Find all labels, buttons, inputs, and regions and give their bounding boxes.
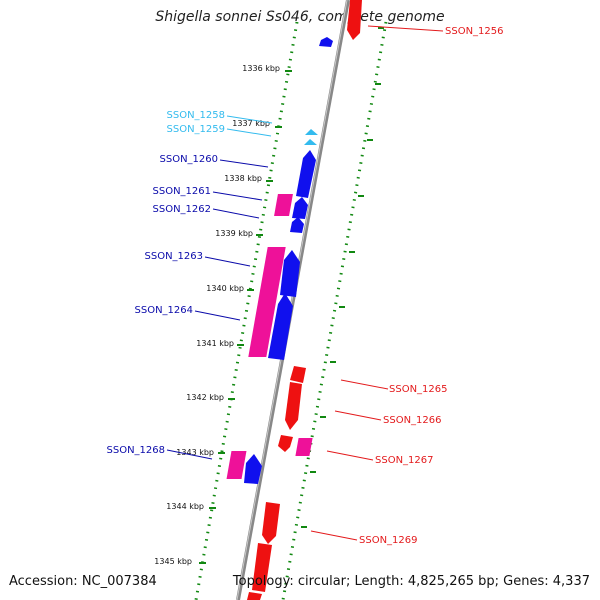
reverse-cds-arrow[interactable] (262, 502, 280, 544)
backbone (236, 0, 350, 600)
feature-label[interactable]: SSON_1267 (375, 455, 434, 466)
feature-label[interactable]: SSON_1264 (135, 305, 194, 316)
gene-block[interactable] (295, 438, 313, 456)
gene-block[interactable] (226, 451, 247, 479)
tick-label: 1336 kbp (242, 64, 280, 73)
reverse-cds-arrow[interactable] (278, 435, 293, 452)
reverse-cds-features (247, 0, 362, 600)
outer-dotted-guide (281, 21, 388, 600)
forward-cds-arrow[interactable] (290, 217, 304, 233)
feature-label[interactable]: SSON_1260 (160, 154, 219, 165)
forward-cds-arrow[interactable] (319, 37, 333, 47)
feature-label[interactable]: SSON_1259 (167, 124, 226, 135)
forward-cds-arrow[interactable] (292, 197, 308, 219)
genome-summary-text: Topology: circular; Length: 4,825,265 bp… (232, 574, 590, 589)
outer-tick-marks (301, 27, 384, 528)
accession-text: Accession: NC_007384 (9, 574, 157, 589)
trna-features (304, 129, 318, 145)
reverse-cds-arrow[interactable] (347, 0, 362, 40)
forward-cds-features (244, 37, 333, 484)
tick-label: 1339 kbp (215, 229, 253, 238)
reverse-cds-arrow[interactable] (247, 592, 262, 600)
inner-dotted-guide (194, 21, 299, 600)
forward-cds-arrow[interactable] (244, 454, 262, 484)
feature-label[interactable]: SSON_1256 (445, 26, 504, 37)
trna-arrow[interactable] (305, 129, 318, 135)
feature-label[interactable]: SSON_1269 (359, 535, 418, 546)
reverse-cds-arrow[interactable] (285, 382, 302, 430)
backbone-highlight (236, 0, 348, 600)
tick-label: 1338 kbp (224, 174, 262, 183)
tick-label: 1344 kbp (166, 502, 204, 511)
feature-label[interactable]: SSON_1268 (107, 445, 166, 456)
tick-label: 1337 kbp (232, 119, 270, 128)
feature-label[interactable]: SSON_1265 (389, 384, 448, 395)
reverse-cds-arrow[interactable] (290, 366, 306, 383)
gene-block[interactable] (248, 247, 286, 357)
forward-cds-arrow[interactable] (296, 150, 316, 198)
tick-label: 1341 kbp (196, 339, 234, 348)
feature-label[interactable]: SSON_1263 (145, 251, 204, 262)
feature-label[interactable]: SSON_1261 (153, 186, 212, 197)
tick-marks (199, 70, 292, 564)
label-leaders (166, 25, 444, 541)
forward-cds-arrow[interactable] (268, 293, 293, 360)
gene-block[interactable] (274, 194, 293, 216)
trna-arrow[interactable] (304, 139, 317, 145)
tick-label: 1345 kbp (154, 557, 192, 566)
map-title: Shigella sonnei Ss046, complete genome (155, 9, 445, 25)
gene-features (226, 194, 313, 479)
feature-label[interactable]: SSON_1262 (153, 204, 212, 215)
tick-label: 1343 kbp (176, 448, 214, 457)
reverse-cds-arrow[interactable] (252, 543, 272, 592)
forward-cds-arrow[interactable] (280, 250, 300, 297)
feature-label[interactable]: SSON_1266 (383, 415, 442, 426)
tick-label: 1342 kbp (186, 393, 224, 402)
feature-label[interactable]: SSON_1258 (167, 110, 226, 121)
tick-label: 1340 kbp (206, 284, 244, 293)
